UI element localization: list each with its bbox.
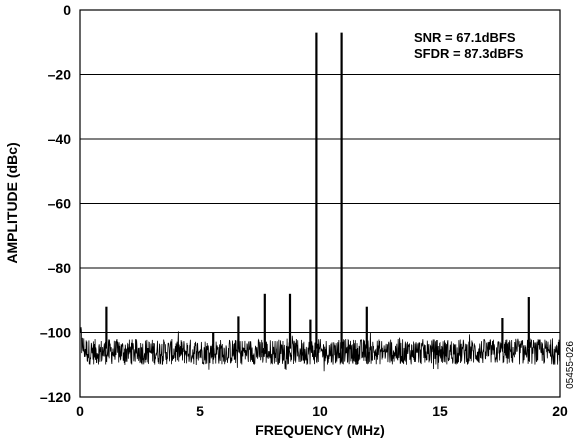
y-tick-label: –120 — [40, 389, 71, 405]
x-tick-label: 15 — [432, 403, 448, 419]
y-tick-label: –80 — [48, 260, 72, 276]
tick-labels: 0 –20 –40 –60 –80 –100 –120 0 5 10 15 20 — [40, 2, 568, 419]
y-tick-label: 0 — [63, 2, 71, 18]
noise-floor-trace — [79, 327, 561, 372]
sfdr-annotation: SFDR = 87.3dBFS — [414, 46, 524, 61]
y-axis-title: AMPLITUDE (dBc) — [4, 142, 20, 263]
y-tick-label: –60 — [48, 196, 72, 212]
figure-code: 05455-026 — [565, 341, 576, 389]
x-tick-label: 5 — [196, 403, 204, 419]
x-tick-label: 10 — [312, 403, 328, 419]
y-tick-label: –100 — [40, 325, 71, 341]
y-tick-label: –40 — [48, 131, 72, 147]
y-tick-label: –20 — [48, 67, 72, 83]
x-tick-label: 0 — [76, 403, 84, 419]
gridlines — [80, 74, 560, 333]
spectrum-trace — [79, 32, 561, 372]
snr-annotation: SNR = 67.1dBFS — [414, 30, 516, 45]
x-tick-label: 20 — [552, 403, 568, 419]
x-axis-title: FREQUENCY (MHz) — [255, 422, 385, 438]
